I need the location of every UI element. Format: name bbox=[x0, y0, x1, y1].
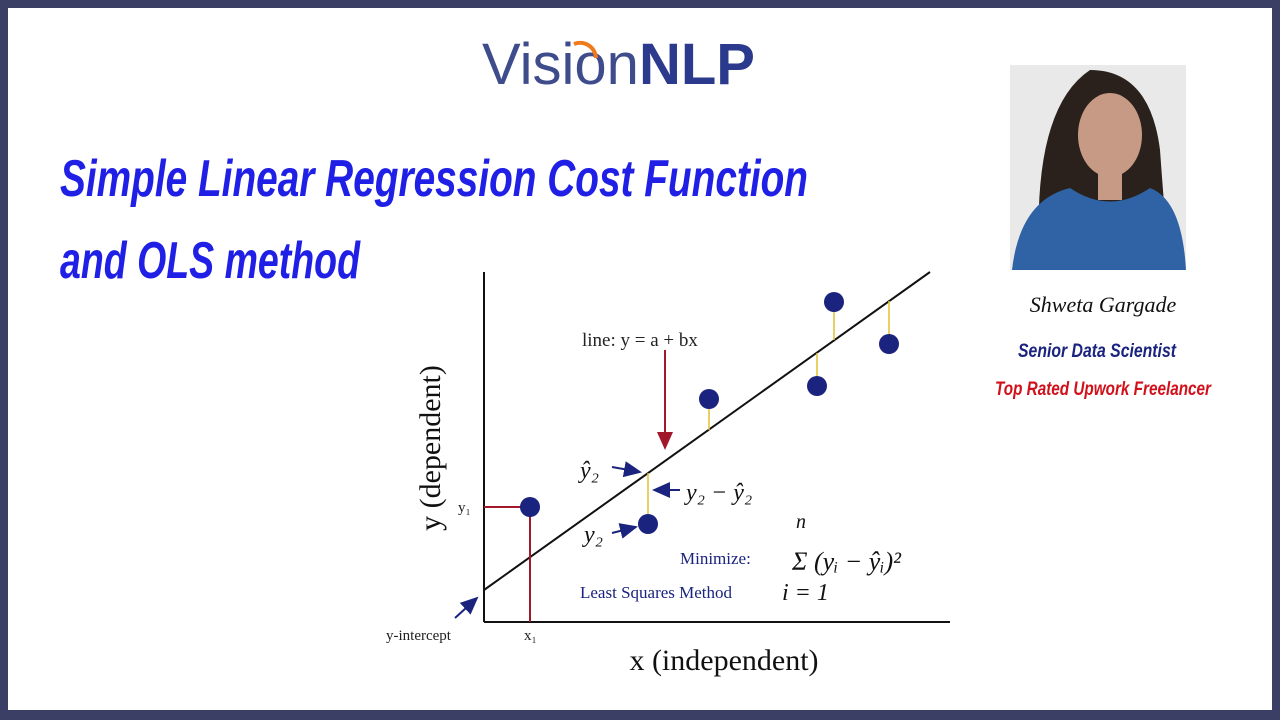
points bbox=[520, 292, 899, 534]
y2-arrow bbox=[611, 523, 638, 539]
y-axis-label: y (dependent) bbox=[414, 365, 447, 531]
logo-text: NLP bbox=[639, 32, 755, 97]
point bbox=[638, 514, 658, 534]
neck bbox=[1098, 170, 1122, 200]
presenter-photo bbox=[1010, 65, 1186, 270]
x1-label: x₁ bbox=[524, 628, 537, 644]
shirt bbox=[1012, 188, 1186, 270]
yhat2-label: ŷ₂ bbox=[578, 458, 599, 484]
y1-label: y₁ bbox=[458, 500, 471, 516]
sum-expression: Σ (yᵢ − ŷᵢ)² bbox=[791, 547, 902, 576]
logo: VisionNLP bbox=[482, 32, 755, 97]
residual-label: y₂ − ŷ₂ bbox=[684, 480, 752, 506]
face bbox=[1078, 93, 1142, 177]
point bbox=[824, 292, 844, 312]
presenter-badge: Top Rated Upwork Freelancer bbox=[995, 379, 1212, 400]
logo-accent bbox=[573, 40, 598, 59]
line-label: line: y = a + bx bbox=[582, 330, 698, 351]
point bbox=[520, 497, 540, 517]
x-axis-label: x (independent) bbox=[629, 644, 818, 677]
diagram: y (dependent) x (independent) line: y = … bbox=[386, 271, 950, 677]
sum-top: n bbox=[796, 511, 806, 533]
y-intercept-label: y-intercept bbox=[386, 628, 452, 644]
y2-label: y₂ bbox=[582, 522, 603, 548]
sum-bottom: i = 1 bbox=[782, 580, 829, 606]
minimize-label: Minimize: bbox=[680, 549, 751, 568]
method-label: Least Squares Method bbox=[580, 583, 733, 602]
point bbox=[699, 389, 719, 409]
logo-text: Visi bbox=[482, 32, 574, 97]
title: and OLS method bbox=[60, 232, 361, 290]
point bbox=[879, 334, 899, 354]
presenter-name: Shweta Gargade bbox=[1030, 292, 1177, 317]
regression-line bbox=[483, 271, 931, 591]
presenter-role: Senior Data Scientist bbox=[1018, 341, 1177, 362]
title: Simple Linear Regression Cost Function bbox=[60, 150, 808, 208]
intercept-arrow bbox=[454, 596, 479, 619]
yhat-arrow bbox=[611, 461, 642, 478]
point bbox=[807, 376, 827, 396]
